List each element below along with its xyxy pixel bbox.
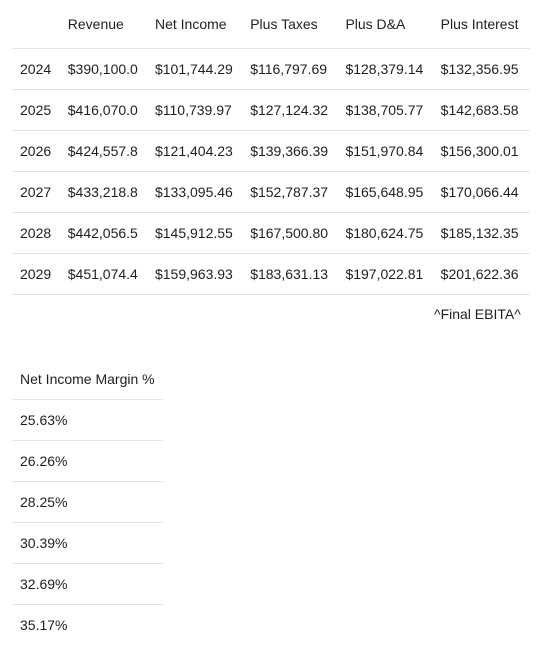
cell-plus-interest: $185,132.35 xyxy=(433,213,530,254)
cell-plus-da: $151,970.84 xyxy=(337,131,432,172)
table-row: 2024 $390,100.0 $101,744.29 $116,797.69 … xyxy=(12,49,530,90)
cell-plus-taxes: $116,797.69 xyxy=(242,49,337,90)
cell-plus-interest: $142,683.58 xyxy=(433,90,530,131)
cell-net-income: $121,404.23 xyxy=(147,131,242,172)
cell-year: 2026 xyxy=(12,131,60,172)
cell-net-income: $110,739.97 xyxy=(147,90,242,131)
table-row: 28.25% xyxy=(12,482,163,523)
cell-plus-da: $128,379.14 xyxy=(337,49,432,90)
table-row: 25.63% xyxy=(12,400,163,441)
cell-margin: 26.26% xyxy=(12,441,163,482)
table-row: 2029 $451,074.4 $159,963.93 $183,631.13 … xyxy=(12,254,530,295)
cell-revenue: $390,100.0 xyxy=(60,49,147,90)
ebitda-table-container: Revenue Net Income Plus Taxes Plus D&A P… xyxy=(12,0,530,295)
cell-plus-da: $138,705.77 xyxy=(337,90,432,131)
header-net-income: Net Income xyxy=(147,0,242,49)
header-net-income-margin: Net Income Margin % xyxy=(12,358,163,400)
cell-plus-interest: $201,622.36 xyxy=(433,254,530,295)
cell-plus-da: $197,022.81 xyxy=(337,254,432,295)
cell-plus-taxes: $152,787.37 xyxy=(242,172,337,213)
cell-year: 2029 xyxy=(12,254,60,295)
cell-plus-taxes: $183,631.13 xyxy=(242,254,337,295)
cell-plus-da: $165,648.95 xyxy=(337,172,432,213)
cell-net-income: $159,963.93 xyxy=(147,254,242,295)
table-header-row: Net Income Margin % xyxy=(12,358,163,400)
cell-year: 2025 xyxy=(12,90,60,131)
cell-year: 2024 xyxy=(12,49,60,90)
table-row: 2026 $424,557.8 $121,404.23 $139,366.39 … xyxy=(12,131,530,172)
table-row: 32.69% xyxy=(12,564,163,605)
cell-margin: 25.63% xyxy=(12,400,163,441)
header-plus-taxes: Plus Taxes xyxy=(242,0,337,49)
table-row: 26.26% xyxy=(12,441,163,482)
cell-plus-interest: $132,356.95 xyxy=(433,49,530,90)
table-row: 2025 $416,070.0 $110,739.97 $127,124.32 … xyxy=(12,90,530,131)
cell-plus-da: $180,624.75 xyxy=(337,213,432,254)
table-row: 2028 $442,056.5 $145,912.55 $167,500.80 … xyxy=(12,213,530,254)
cell-margin: 28.25% xyxy=(12,482,163,523)
table-row: 2027 $433,218.8 $133,095.46 $152,787.37 … xyxy=(12,172,530,213)
header-year xyxy=(12,0,60,49)
ebitda-table: Revenue Net Income Plus Taxes Plus D&A P… xyxy=(12,0,530,295)
final-ebita-note: ^Final EBITA^ xyxy=(434,306,521,322)
cell-plus-taxes: $127,124.32 xyxy=(242,90,337,131)
cell-year: 2027 xyxy=(12,172,60,213)
cell-margin: 35.17% xyxy=(12,605,163,645)
cell-revenue: $442,056.5 xyxy=(60,213,147,254)
cell-year: 2028 xyxy=(12,213,60,254)
table-row: 30.39% xyxy=(12,523,163,564)
cell-plus-interest: $170,066.44 xyxy=(433,172,530,213)
cell-margin: 30.39% xyxy=(12,523,163,564)
cell-plus-taxes: $167,500.80 xyxy=(242,213,337,254)
cell-revenue: $424,557.8 xyxy=(60,131,147,172)
cell-plus-taxes: $139,366.39 xyxy=(242,131,337,172)
header-plus-da: Plus D&A xyxy=(337,0,432,49)
table-row: 35.17% xyxy=(12,605,163,645)
cell-plus-interest: $156,300.01 xyxy=(433,131,530,172)
cell-revenue: $451,074.4 xyxy=(60,254,147,295)
cell-margin: 32.69% xyxy=(12,564,163,605)
cell-revenue: $416,070.0 xyxy=(60,90,147,131)
cell-net-income: $133,095.46 xyxy=(147,172,242,213)
header-revenue: Revenue xyxy=(60,0,147,49)
cell-net-income: $145,912.55 xyxy=(147,213,242,254)
table-header-row: Revenue Net Income Plus Taxes Plus D&A P… xyxy=(12,0,530,49)
cell-revenue: $433,218.8 xyxy=(60,172,147,213)
cell-net-income: $101,744.29 xyxy=(147,49,242,90)
net-income-margin-table: Net Income Margin % 25.63% 26.26% 28.25%… xyxy=(12,358,163,645)
header-plus-interest: Plus Interest xyxy=(433,0,530,49)
